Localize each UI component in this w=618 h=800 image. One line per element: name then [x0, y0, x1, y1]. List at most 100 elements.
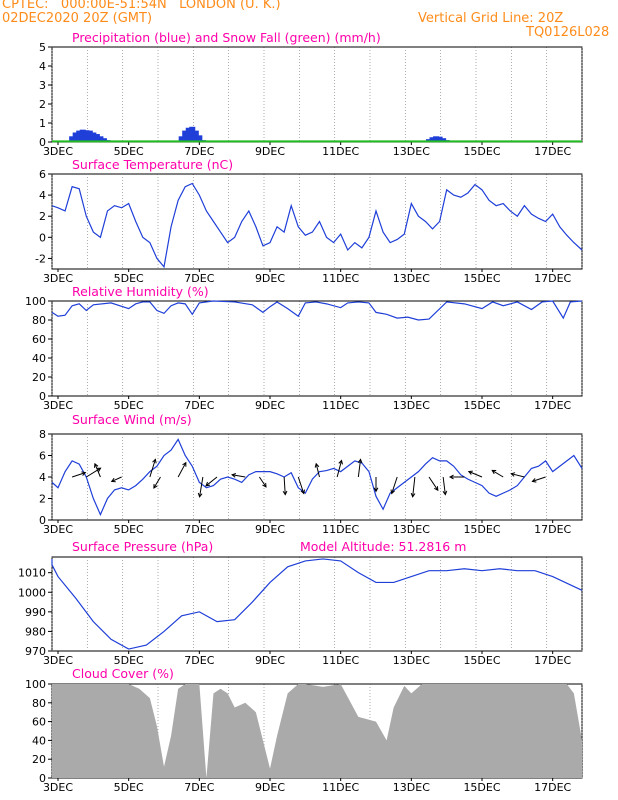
precip-bar — [86, 130, 93, 142]
y-tick-label: 60 — [32, 333, 46, 346]
panel-title: Surface Wind (m/s) — [72, 412, 192, 427]
wind-arrow — [111, 476, 122, 482]
wind-arrow — [86, 467, 101, 478]
y-tick-label: 20 — [32, 753, 46, 766]
x-tick-label: 17DEC — [534, 523, 571, 536]
y-tick-label: 980 — [25, 625, 46, 638]
y-tick-label: 20 — [32, 371, 46, 384]
series-line — [51, 300, 583, 321]
header-run-id: TQ0126L028 — [526, 25, 610, 40]
y-tick-label: 2 — [39, 98, 46, 111]
y-tick-label: 990 — [25, 606, 46, 619]
x-tick-label: 5DEC — [114, 145, 144, 158]
x-tick-label: 3DEC — [43, 399, 73, 412]
x-tick-label: 15DEC — [463, 399, 500, 412]
wind-arrow-head — [153, 483, 158, 489]
y-tick-label: -2 — [35, 252, 46, 265]
y-tick-label: 0 — [39, 390, 46, 403]
wind-arrow-head — [442, 490, 448, 496]
series-line — [51, 558, 583, 650]
wind-arrow — [428, 476, 439, 491]
header-station: CPTEC: 000:00E-51:54N LONDON (U. K.) — [2, 0, 281, 12]
precip-bar — [69, 136, 76, 142]
y-tick-label: 80 — [32, 697, 46, 710]
x-tick-label: 3DEC — [43, 523, 73, 536]
panel-title: Surface Temperature (nC) — [72, 157, 233, 172]
wind-arrow-head — [338, 459, 343, 465]
wind-arrow-head — [448, 474, 454, 480]
precip-bar — [100, 138, 107, 142]
x-tick-label: 3DEC — [43, 272, 73, 285]
x-tick-label: 9DEC — [255, 399, 285, 412]
y-tick-label: 100 — [25, 678, 46, 691]
wind-arrow-head — [390, 489, 395, 495]
y-tick-label: 4 — [39, 471, 46, 484]
y-tick-label: 4 — [39, 60, 46, 73]
wind-arrow-head — [182, 461, 187, 467]
wind-arrow — [357, 459, 362, 478]
x-tick-label: 9DEC — [255, 145, 285, 158]
wind-arrow-head — [410, 492, 416, 498]
wind-arrow-head — [81, 471, 87, 476]
wind-arrow-head — [262, 482, 267, 488]
x-tick-label: 13DEC — [393, 781, 430, 794]
wind-arrow — [412, 476, 416, 497]
wind-arrow — [205, 476, 218, 487]
y-tick-label: 6 — [39, 450, 46, 463]
y-tick-label: 0 — [39, 136, 46, 149]
wind-arrow — [491, 469, 504, 478]
y-tick-label: 80 — [32, 314, 46, 327]
cloud-cover-area — [52, 684, 582, 778]
panel-title: Cloud Cover (%) — [72, 666, 174, 681]
panel-frame-4 — [51, 556, 583, 652]
series-line — [51, 438, 583, 517]
y-tick-label: 6 — [39, 168, 46, 181]
wind-arrow-head — [491, 469, 497, 475]
precip-bar — [196, 135, 203, 142]
precip-bar — [178, 136, 185, 142]
y-tick-label: 0 — [39, 231, 46, 244]
x-tick-label: 9DEC — [255, 781, 285, 794]
wind-arrow-head — [373, 487, 379, 493]
y-tick-label: 0 — [39, 772, 46, 785]
x-tick-label: 5DEC — [114, 523, 144, 536]
precip-bar — [185, 127, 192, 142]
y-tick-label: 8 — [39, 428, 46, 441]
precip-bar — [189, 126, 196, 142]
x-tick-label: 17DEC — [534, 781, 571, 794]
precip-bar — [79, 129, 86, 142]
panel-frame-0 — [51, 46, 583, 143]
wind-arrow-head — [231, 473, 237, 478]
x-tick-label: 5DEC — [114, 272, 144, 285]
wind-arrow-head — [531, 478, 537, 483]
wind-arrow — [468, 471, 483, 478]
y-tick-label: 1010 — [18, 567, 46, 580]
x-tick-label: 7DEC — [184, 399, 214, 412]
x-tick-label: 3DEC — [43, 145, 73, 158]
wind-arrow — [94, 463, 101, 478]
header-grid-info: Vertical Grid Line: 20Z — [418, 11, 564, 26]
x-tick-label: 15DEC — [463, 523, 500, 536]
x-tick-label: 15DEC — [463, 272, 500, 285]
precip-bar — [93, 134, 100, 142]
x-tick-label: 11DEC — [322, 654, 359, 667]
x-tick-label: 7DEC — [184, 145, 214, 158]
precip-bar — [83, 130, 90, 142]
wind-arrow-head — [510, 472, 516, 477]
wind-arrow — [336, 460, 343, 478]
wind-arrow-head — [93, 462, 99, 468]
x-tick-label: 17DEC — [534, 399, 571, 412]
wind-arrow-head — [357, 458, 363, 464]
wind-arrow — [391, 476, 398, 494]
wind-arrow-head — [467, 470, 473, 475]
x-tick-label: 11DEC — [322, 399, 359, 412]
precip-bar — [97, 136, 104, 142]
x-tick-label: 3DEC — [43, 654, 73, 667]
x-tick-label: 15DEC — [463, 145, 500, 158]
x-tick-label: 17DEC — [534, 654, 571, 667]
x-tick-label: 5DEC — [114, 399, 144, 412]
x-tick-label: 13DEC — [393, 654, 430, 667]
y-tick-label: 970 — [25, 645, 46, 658]
x-tick-label: 7DEC — [184, 781, 214, 794]
